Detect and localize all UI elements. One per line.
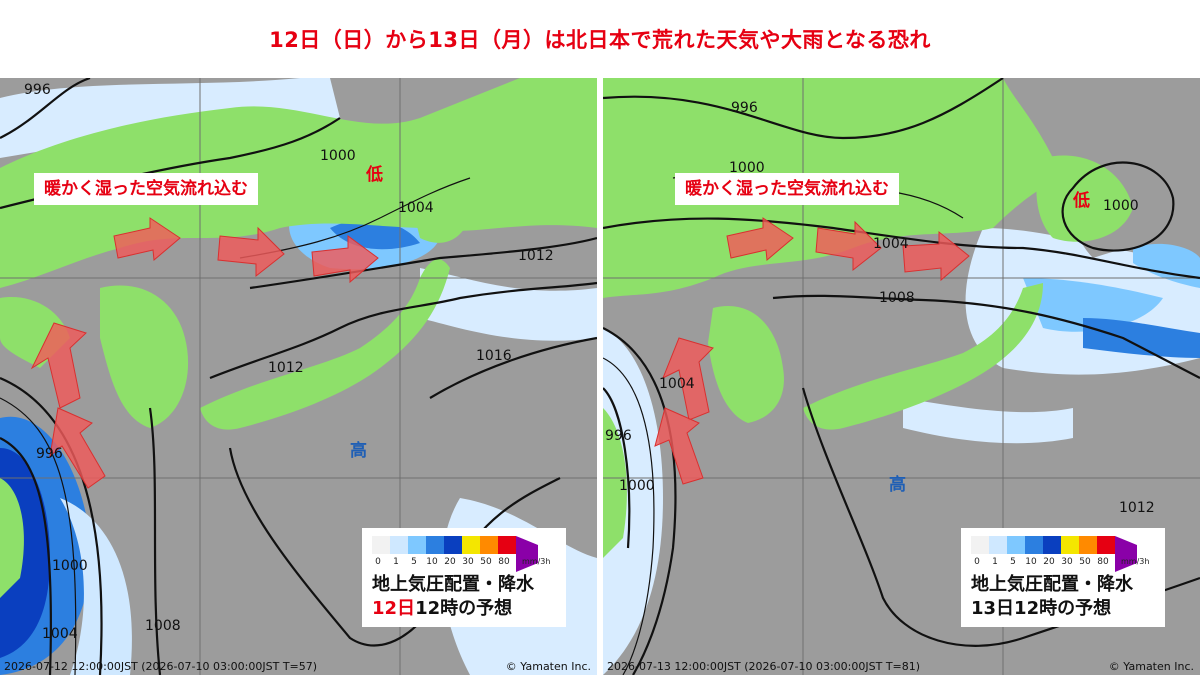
low-pressure-label: 低 bbox=[366, 165, 383, 185]
high-pressure-label: 高 bbox=[889, 475, 906, 495]
precip-swatch bbox=[1079, 536, 1097, 554]
precip-swatch bbox=[1097, 536, 1115, 554]
isobar-label: 1004 bbox=[398, 200, 434, 216]
isobar-label: 996 bbox=[36, 446, 63, 462]
map-caption-time: 13日12時の予想 bbox=[971, 598, 1112, 619]
precip-swatch bbox=[1007, 536, 1025, 554]
airflow-arrows bbox=[654, 217, 970, 485]
tick-label: 50 bbox=[1079, 557, 1091, 567]
forecast-map-12th: 996 1000 1004 1012 1016 1012 996 1000 10… bbox=[0, 78, 597, 675]
precip-swatch bbox=[408, 536, 426, 554]
isobar-label: 996 bbox=[731, 100, 758, 116]
map-caption-title: 地上気圧配置・降水 bbox=[971, 574, 1133, 595]
airflow-callout: 暖かく湿った空気流れ込む bbox=[675, 173, 899, 205]
precip-swatch bbox=[462, 536, 480, 554]
precip-color-scale bbox=[372, 536, 556, 572]
tick-label: 0 bbox=[974, 557, 980, 567]
model-timestamp: 2026-07-12 12:00:00JST (2026-07-10 03:00… bbox=[4, 660, 318, 673]
precip-swatch bbox=[390, 536, 408, 554]
precip-scale-arrow bbox=[1115, 536, 1155, 572]
map-caption-time: 12日12時の予想 bbox=[372, 597, 556, 621]
isobar-label: 996 bbox=[24, 82, 51, 98]
isobar-label: 1016 bbox=[476, 348, 512, 364]
map-legend: 0 1 5 10 20 30 50 80 mm/3h 地上気圧配置・降水 12日… bbox=[362, 528, 566, 627]
copyright: © Yamaten Inc. bbox=[1108, 660, 1194, 673]
precip-swatch bbox=[498, 536, 516, 554]
tick-label: 10 bbox=[1025, 557, 1037, 567]
precip-swatch bbox=[426, 536, 444, 554]
forecast-map-13th: 996 1000 1004 1008 1004 996 1000 1012 10… bbox=[603, 78, 1200, 675]
tick-label: 80 bbox=[498, 557, 510, 567]
model-timestamp: 2026-07-13 12:00:00JST (2026-07-10 03:00… bbox=[607, 660, 921, 673]
tick-label: 0 bbox=[375, 557, 381, 567]
copyright: © Yamaten Inc. bbox=[505, 660, 591, 673]
isobar-label: 1004 bbox=[659, 376, 695, 392]
high-pressure-label: 高 bbox=[350, 441, 367, 461]
low-pressure-label: 低 bbox=[1073, 191, 1090, 211]
map-caption-title: 地上気圧配置・降水 bbox=[372, 574, 534, 595]
precip-color-scale bbox=[971, 536, 1155, 572]
tick-label: 20 bbox=[444, 557, 456, 567]
isobar-label: 1012 bbox=[518, 248, 554, 264]
isobar-label: 1000 bbox=[52, 558, 88, 574]
tick-label: 30 bbox=[1061, 557, 1073, 567]
precip-swatch bbox=[480, 536, 498, 554]
isobar-label: 1000 bbox=[619, 478, 655, 494]
isobar-label: 1008 bbox=[879, 290, 915, 306]
scale-unit: mm/3h bbox=[522, 557, 551, 566]
tick-label: 5 bbox=[1010, 557, 1016, 567]
precip-swatch bbox=[444, 536, 462, 554]
precip-swatch bbox=[989, 536, 1007, 554]
isobar-label: 1004 bbox=[42, 626, 78, 642]
precip-swatch bbox=[1043, 536, 1061, 554]
isobar-label: 996 bbox=[605, 428, 632, 444]
tick-label: 30 bbox=[462, 557, 474, 567]
isobar-label: 1000 bbox=[1103, 198, 1139, 214]
isobars bbox=[0, 78, 597, 675]
map-legend: 0 1 5 10 20 30 50 80 mm/3h 地上気圧配置・降水 13日… bbox=[961, 528, 1165, 627]
headline: 12日（日）から13日（月）は北日本で荒れた天気や大雨となる恐れ bbox=[269, 28, 931, 52]
isobar-label: 1012 bbox=[1119, 500, 1155, 516]
isobar-label: 1008 bbox=[145, 618, 181, 634]
precip-scale-ticks: 0 1 5 10 20 30 50 80 mm/3h bbox=[372, 557, 556, 567]
tick-label: 50 bbox=[480, 557, 492, 567]
airflow-callout: 暖かく湿った空気流れ込む bbox=[34, 173, 258, 205]
tick-label: 1 bbox=[393, 557, 399, 567]
precip-scale-ticks: 0 1 5 10 20 30 50 80 mm/3h bbox=[971, 557, 1155, 567]
isobar-label: 1012 bbox=[268, 360, 304, 376]
tick-label: 5 bbox=[411, 557, 417, 567]
caption-time-rest: 12時の予想 bbox=[415, 598, 513, 619]
isobar-label: 1004 bbox=[873, 236, 909, 252]
isobar-label: 1000 bbox=[729, 160, 765, 176]
map-graphic bbox=[603, 78, 1200, 675]
precip-scale-arrow bbox=[516, 536, 556, 572]
precip-swatch bbox=[1025, 536, 1043, 554]
precip-swatch bbox=[1061, 536, 1079, 554]
caption-date: 12日 bbox=[372, 598, 416, 619]
airflow-arrows bbox=[30, 217, 379, 489]
tick-label: 1 bbox=[992, 557, 998, 567]
scale-unit: mm/3h bbox=[1121, 557, 1150, 566]
tick-label: 10 bbox=[426, 557, 438, 567]
isobar-label: 1000 bbox=[320, 148, 356, 164]
precip-swatch bbox=[971, 536, 989, 554]
precip-swatch bbox=[372, 536, 390, 554]
tick-label: 80 bbox=[1097, 557, 1109, 567]
tick-label: 20 bbox=[1043, 557, 1055, 567]
